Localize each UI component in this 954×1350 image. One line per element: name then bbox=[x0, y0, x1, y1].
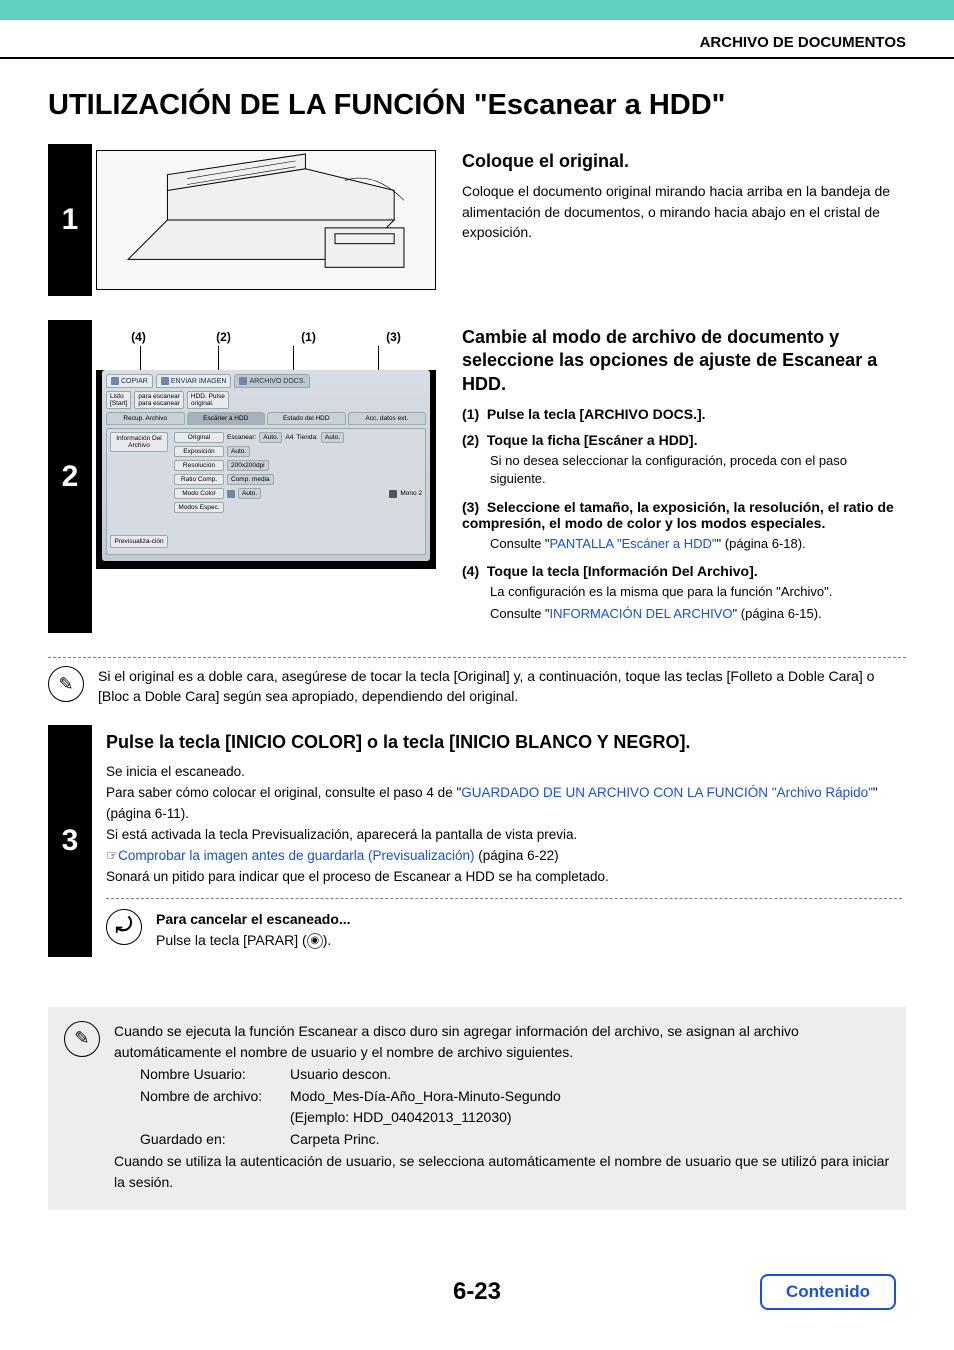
tab-copiar-label: COPIAR bbox=[121, 378, 148, 385]
sub-1: (1) Pulse la tecla [ARCHIVO DOCS.]. bbox=[462, 406, 902, 422]
header-bar bbox=[0, 0, 954, 20]
color-swatch-icon bbox=[227, 490, 235, 498]
btn-previsualizacion[interactable]: Previsualiza-ción bbox=[110, 535, 168, 548]
step-1-body: Coloque el documento original mirando ha… bbox=[462, 181, 902, 242]
callout-4: (4) bbox=[96, 330, 181, 344]
pencil-note-icon: ✎ bbox=[48, 666, 84, 702]
pencil-note-icon-2: ✎ bbox=[64, 1021, 100, 1057]
info-v1: Modo_Mes-Día-Año_Hora-Minuto-Segundo bbox=[290, 1086, 561, 1108]
tab-enviar-label: ENVIAR IMAGEN bbox=[171, 378, 227, 385]
step-3-heading: Pulse la tecla [INICIO COLOR] o la tecla… bbox=[106, 731, 902, 754]
step-3-number: 3 bbox=[48, 725, 92, 957]
val-expo: Auto. bbox=[227, 446, 250, 457]
cancel-body: Pulse la tecla [PARAR] (◉). bbox=[156, 930, 351, 951]
subtab-recup[interactable]: Recup. Archivo bbox=[106, 412, 185, 425]
callout-2: (2) bbox=[181, 330, 266, 344]
sub-4-p1: La configuración es la misma que para la… bbox=[490, 583, 902, 601]
val-auto-scan: Auto. bbox=[259, 432, 282, 443]
breadcrumb: ARCHIVO DE DOCUMENTOS bbox=[0, 20, 954, 59]
callout-1: (1) bbox=[266, 330, 351, 344]
btn-modos-espec[interactable]: Modos Espec. bbox=[174, 502, 224, 513]
tab-enviar[interactable]: ENVIAR IMAGEN bbox=[156, 374, 232, 388]
step3-l2: Para saber cómo colocar el original, con… bbox=[106, 783, 902, 825]
sub-2: (2) Toque la ficha [Escáner a HDD]. bbox=[462, 432, 902, 448]
msg-hdd: HDD. Pulseoriginal. bbox=[187, 391, 229, 409]
callout-3: (3) bbox=[351, 330, 436, 344]
step3-l5: Sonará un pitido para indicar que el pro… bbox=[106, 867, 902, 888]
lbl-mono: Mono 2 bbox=[400, 490, 422, 497]
lbl-a4: A4 bbox=[285, 434, 293, 441]
btn-original[interactable]: Original bbox=[174, 432, 224, 443]
btn-ratio[interactable]: Ratio Comp. bbox=[174, 474, 224, 485]
info-outro: Cuando se utiliza la autenticación de us… bbox=[114, 1151, 890, 1194]
step-3: 3 Pulse la tecla [INICIO COLOR] o la tec… bbox=[48, 725, 906, 957]
step-2-heading: Cambie al modo de archivo de documento y… bbox=[462, 326, 902, 396]
back-icon: ⤾ bbox=[106, 909, 142, 945]
step-1-number: 1 bbox=[48, 144, 92, 296]
link-pantalla-escaner[interactable]: PANTALLA "Escáner a HDD" bbox=[550, 536, 717, 551]
step-2-note: ✎ Si el original es a doble cara, asegúr… bbox=[48, 666, 906, 707]
info-v2: (Ejemplo: HDD_04042013_112030) bbox=[290, 1107, 512, 1129]
printer-illustration bbox=[96, 150, 436, 290]
link-previsualizacion[interactable]: Comprobar la imagen antes de guardarla (… bbox=[118, 848, 474, 863]
step-1: 1 Coloque el original. Coloque el d bbox=[48, 144, 906, 296]
lbl-tienda: Tienda: bbox=[296, 434, 317, 441]
btn-modo-color[interactable]: Modo Color bbox=[174, 488, 224, 499]
info-table: Nombre Usuario:Usuario descon. Nombre de… bbox=[140, 1064, 890, 1151]
msg-scan: para escanearpara escanear bbox=[134, 391, 184, 409]
val-resolucion: 200x200dpi bbox=[227, 460, 269, 471]
btn-exposicion[interactable]: Exposición bbox=[174, 446, 224, 457]
device-ui-screenshot: COPIAR ENVIAR IMAGEN ARCHIVO DOCS. Listo… bbox=[96, 370, 436, 569]
mono-icon bbox=[389, 490, 397, 498]
tab-archivo-label: ARCHIVO DOCS. bbox=[249, 378, 305, 385]
info-k3: Guardado en: bbox=[140, 1129, 290, 1151]
separator bbox=[48, 657, 906, 658]
sub-2-p: Si no desea seleccionar la configuración… bbox=[490, 452, 902, 488]
subtab-scan-hdd[interactable]: Escáner a HDD bbox=[187, 412, 266, 425]
step-2-number: 2 bbox=[48, 320, 92, 633]
step-2: 2 (4) (2) (1) (3) COPIAR ENVIAR IMAGEN A… bbox=[48, 320, 906, 633]
step3-l4: ☞ Comprobar la imagen antes de guardarla… bbox=[106, 846, 902, 867]
sub-4-p2: Consulte "INFORMACIÓN DEL ARCHIVO" (pági… bbox=[490, 605, 902, 623]
stop-icon: ◉ bbox=[307, 933, 323, 949]
sub-3-p: Consulte "PANTALLA "Escáner a HDD"" (pág… bbox=[490, 535, 902, 553]
subtab-estado[interactable]: Estado del HDD bbox=[267, 412, 346, 425]
step-1-heading: Coloque el original. bbox=[462, 150, 902, 173]
val-ratio: Comp. media bbox=[227, 474, 274, 485]
info-box: ✎ Cuando se ejecuta la función Escanear … bbox=[48, 1007, 906, 1211]
subtab-acc[interactable]: Acc. datos ext. bbox=[348, 412, 427, 425]
sub-4: (4) Toque la tecla [Información Del Arch… bbox=[462, 563, 902, 579]
contenido-button[interactable]: Contenido bbox=[760, 1274, 896, 1310]
info-k0: Nombre Usuario: bbox=[140, 1064, 290, 1086]
info-v3: Carpeta Princ. bbox=[290, 1129, 379, 1151]
lbl-escanear: Escanear: bbox=[227, 434, 256, 441]
btn-resolucion[interactable]: Resolución bbox=[174, 460, 224, 471]
cancel-heading: Para cancelar el escaneado... bbox=[156, 909, 351, 930]
info-intro: Cuando se ejecuta la función Escanear a … bbox=[114, 1021, 890, 1064]
cancel-row: ⤾ Para cancelar el escaneado... Pulse la… bbox=[106, 909, 902, 951]
link-info-archivo[interactable]: INFORMACIÓN DEL ARCHIVO bbox=[550, 606, 733, 621]
msg-listo: Listo[Start] bbox=[106, 391, 131, 409]
val-auto-store: Auto. bbox=[321, 432, 344, 443]
sub-3: (3) Seleccione el tamaño, la exposición,… bbox=[462, 499, 902, 531]
info-k2 bbox=[140, 1107, 290, 1129]
info-k1: Nombre de archivo: bbox=[140, 1086, 290, 1108]
page-title: UTILIZACIÓN DE LA FUNCIÓN "Escanear a HD… bbox=[0, 59, 954, 144]
link-guardado-rapido[interactable]: GUARDADO DE UN ARCHIVO CON LA FUNCIÓN "A… bbox=[461, 785, 873, 800]
info-v0: Usuario descon. bbox=[290, 1064, 391, 1086]
separator-inner bbox=[106, 898, 902, 899]
step3-l3: Si está activada la tecla Previsualizaci… bbox=[106, 825, 902, 846]
reference-icon: ☞ bbox=[106, 846, 118, 867]
val-color: Auto. bbox=[238, 488, 261, 499]
tab-copiar[interactable]: COPIAR bbox=[106, 374, 153, 388]
btn-info-archivo[interactable]: Información Del Archivo bbox=[110, 432, 168, 452]
step3-l1: Se inicia el escaneado. bbox=[106, 762, 902, 783]
tab-archivo-docs[interactable]: ARCHIVO DOCS. bbox=[234, 374, 310, 388]
callout-labels: (4) (2) (1) (3) bbox=[96, 326, 436, 346]
step-2-note-text: Si el original es a doble cara, asegúres… bbox=[98, 666, 906, 707]
